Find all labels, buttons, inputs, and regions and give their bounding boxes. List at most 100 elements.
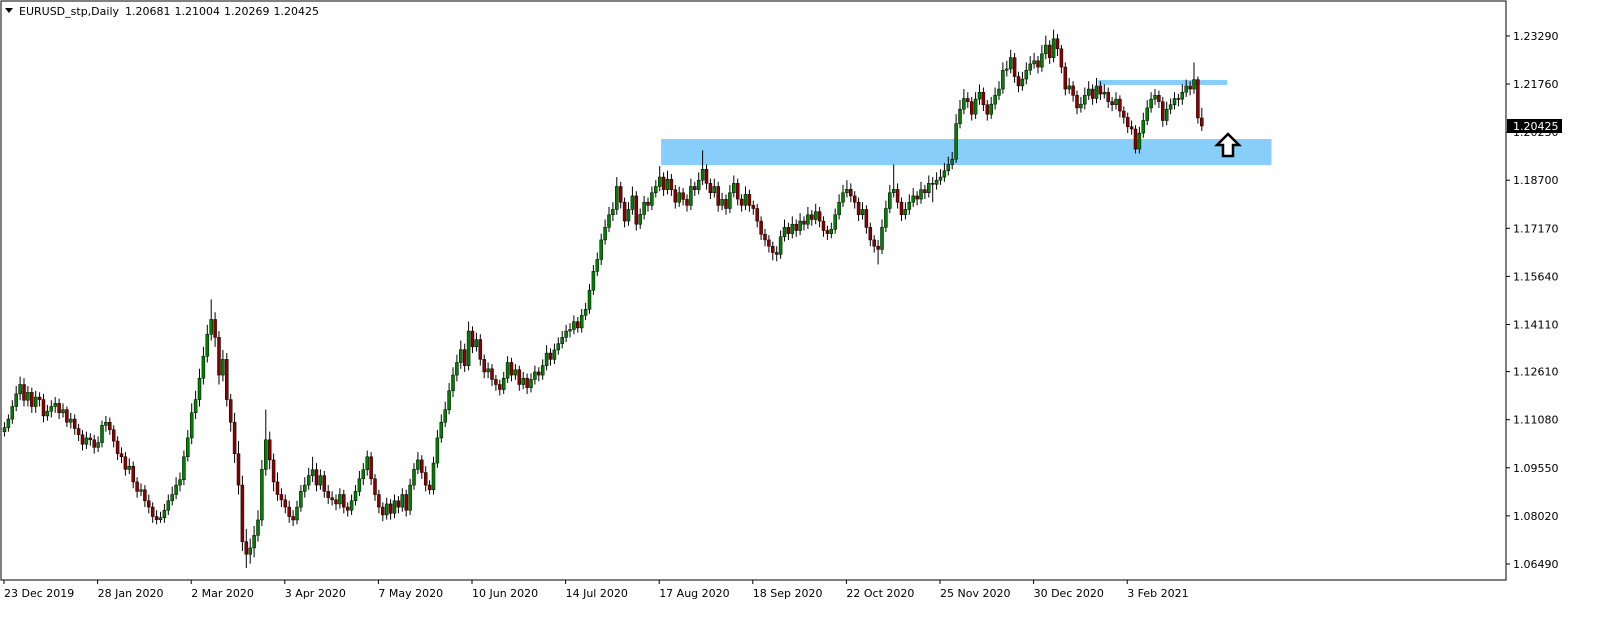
candle-body <box>755 208 759 222</box>
candle-body <box>53 403 57 407</box>
candle-body <box>287 506 291 517</box>
candle-body <box>966 98 970 102</box>
candle-body <box>829 228 834 234</box>
candle-body <box>498 384 502 390</box>
candle-body <box>568 329 572 332</box>
candle-body <box>408 484 412 511</box>
candle-body <box>763 234 767 241</box>
x-tick-label: 17 Aug 2020 <box>659 587 729 600</box>
candle-body <box>76 428 81 436</box>
price-label: 1.20425 <box>1507 118 1562 133</box>
candle-body <box>595 259 600 272</box>
candle-body <box>303 484 307 492</box>
candle-body <box>1102 91 1107 95</box>
candle-body <box>790 223 795 234</box>
candle-body <box>439 421 444 439</box>
candle-body <box>884 208 888 228</box>
candle-body <box>907 201 912 210</box>
candle-body <box>1067 85 1071 90</box>
candle-body <box>521 377 525 385</box>
candle-body <box>556 343 561 351</box>
candle-body <box>201 355 206 379</box>
candle-body <box>119 453 124 458</box>
candle-body <box>615 186 619 210</box>
candle-body <box>626 209 631 222</box>
candle-body <box>728 192 732 209</box>
header-text: EURUSD_stp,Daily 1.20681 1.21004 1.20269 1.2… <box>19 5 319 18</box>
candle-body <box>1168 104 1173 110</box>
candle-body <box>291 516 295 521</box>
candle-body <box>1083 95 1087 105</box>
candle-body <box>630 195 635 210</box>
candle-body <box>732 183 736 194</box>
candle-body <box>1055 38 1060 50</box>
candle-body <box>533 371 537 380</box>
candle-body <box>30 392 34 407</box>
x-tick-label: 22 Oct 2020 <box>846 587 914 600</box>
candle-body <box>1149 98 1153 109</box>
candle-body <box>700 168 705 181</box>
header: EURUSD_stp,Daily 1.20681 1.21004 1.20269 1.2… <box>5 5 319 18</box>
candle-body <box>973 98 978 115</box>
candle-body <box>618 186 623 203</box>
candle-body <box>33 396 38 407</box>
candle-body <box>466 330 471 366</box>
candle-body <box>915 195 919 200</box>
x-tick-label: 25 Nov 2020 <box>940 587 1010 600</box>
candle-body <box>646 201 650 206</box>
candle-body <box>423 472 428 486</box>
candle-body <box>708 183 713 194</box>
candle-body <box>37 396 42 400</box>
candle-body <box>954 123 958 160</box>
candle-body <box>537 371 541 376</box>
candle-body <box>576 321 580 329</box>
candle-body <box>100 425 104 443</box>
candle-body <box>759 220 763 235</box>
x-tick-label: 23 Dec 2019 <box>4 587 74 600</box>
candle-body <box>1005 68 1009 71</box>
candle-body <box>1028 63 1032 71</box>
candle-body <box>1192 79 1196 90</box>
candle-body <box>993 95 997 105</box>
candle-body <box>938 176 943 181</box>
candle-body <box>162 509 167 519</box>
x-tick-label: 3 Apr 2020 <box>285 587 346 600</box>
candle-body <box>318 475 323 486</box>
candle-body <box>10 406 15 420</box>
candle-body <box>572 321 576 330</box>
candle-body <box>716 186 720 206</box>
candle-body <box>841 192 845 203</box>
candle-body <box>778 236 783 255</box>
y-tick-label: 1.12610 <box>1513 366 1559 379</box>
candle-body <box>412 469 416 486</box>
candle-body <box>958 108 962 124</box>
candle-body <box>178 479 182 486</box>
candle-body <box>256 519 260 536</box>
candle-body <box>583 309 588 316</box>
candle-body <box>564 330 568 338</box>
candle-body <box>353 491 358 502</box>
candle-body <box>872 239 876 247</box>
candle-body <box>1063 66 1068 90</box>
candle-body <box>462 349 467 366</box>
candle-body <box>591 271 596 291</box>
candle-body <box>1001 69 1005 90</box>
candle-body <box>650 192 654 206</box>
candle-body <box>1125 117 1130 128</box>
x-tick-label: 3 Feb 2021 <box>1127 587 1188 600</box>
candle-body <box>61 409 65 414</box>
x-tick-label: 28 Jan 2020 <box>98 587 164 600</box>
candle-body <box>381 506 385 516</box>
candle-body <box>22 384 26 401</box>
y-tick-label: 1.15640 <box>1513 270 1559 283</box>
candle-body <box>72 418 77 429</box>
candle-body <box>186 437 190 458</box>
candle-body <box>470 330 475 348</box>
symbol: EURUSD_stp,Daily <box>19 5 119 18</box>
candle-body <box>225 359 229 400</box>
y-tick-label: 1.11080 <box>1513 414 1559 427</box>
candle-body <box>1118 98 1122 112</box>
candle-body <box>45 410 50 417</box>
candle-body <box>856 201 861 216</box>
